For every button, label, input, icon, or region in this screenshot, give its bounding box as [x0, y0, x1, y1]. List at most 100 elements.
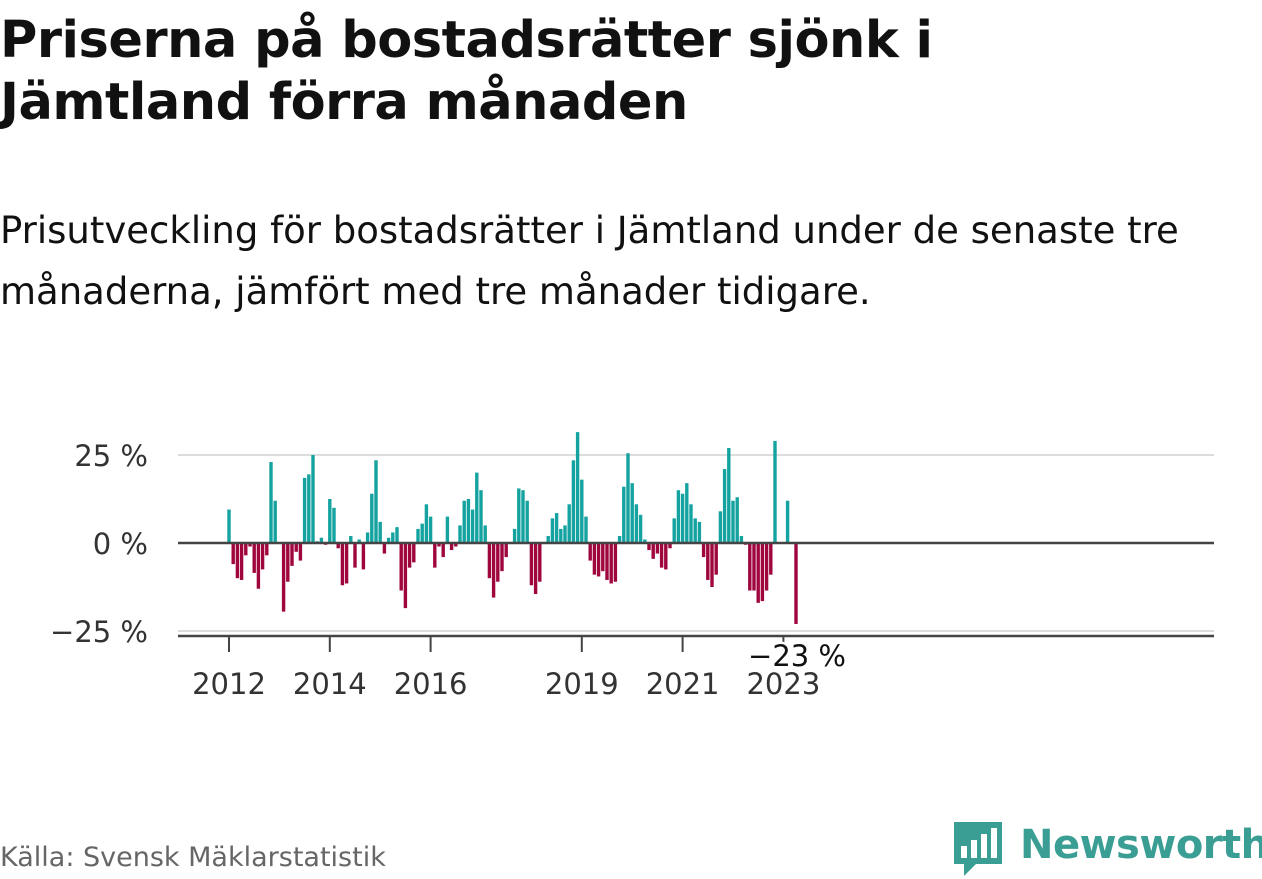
grid-lines — [178, 454, 1214, 632]
bar-positive — [332, 507, 336, 543]
bar-positive — [349, 535, 353, 543]
bar-positive — [718, 511, 723, 543]
bars — [227, 432, 798, 624]
bar-positive — [727, 447, 731, 543]
bar-positive — [622, 486, 626, 543]
bar-positive — [580, 479, 584, 543]
bar-negative — [281, 543, 286, 612]
bar-positive — [559, 528, 563, 543]
bar-positive — [575, 432, 580, 543]
bar-positive — [445, 516, 450, 543]
bar-negative — [382, 543, 387, 554]
bar-negative — [239, 543, 244, 580]
bar-positive — [731, 500, 735, 543]
bar-negative — [596, 543, 601, 577]
bar-positive — [685, 483, 689, 543]
bar-negative — [491, 543, 496, 598]
bar-negative — [764, 543, 769, 591]
bar-positive — [479, 490, 483, 543]
bar-positive — [273, 500, 277, 543]
bar-negative — [769, 543, 773, 575]
bar-positive — [638, 514, 643, 543]
bar-negative — [647, 543, 651, 551]
bar-positive — [626, 453, 630, 543]
bar-negative — [260, 543, 265, 570]
y-tick-labels: 25 % 0 % −25 % — [50, 439, 148, 649]
x-tick-label: 2016 — [394, 667, 468, 701]
bar-positive — [365, 532, 370, 543]
bar-positive — [391, 532, 395, 543]
x-tick-label: 2021 — [646, 667, 720, 701]
bar-positive — [521, 490, 525, 543]
bar-negative — [244, 543, 248, 556]
bar-negative — [441, 543, 445, 558]
bar-negative — [504, 543, 508, 558]
bar-negative — [500, 543, 504, 572]
bar-negative — [449, 543, 454, 551]
bar-negative — [336, 543, 340, 549]
bar-positive — [634, 504, 639, 543]
bar-negative — [710, 543, 714, 587]
bar-negative — [748, 543, 752, 591]
bar-negative — [605, 543, 609, 580]
bar-positive — [672, 518, 676, 543]
bar-positive — [735, 497, 739, 543]
bar-negative — [701, 543, 706, 558]
source-note: Källa: Svensk Mäklarstatistik — [0, 842, 386, 873]
bar-positive — [395, 527, 399, 543]
y-tick-label: 25 % — [74, 439, 148, 473]
bar-positive — [693, 518, 697, 543]
x-tick-label: 2012 — [192, 667, 266, 701]
bar-positive — [424, 504, 429, 543]
chart-title: Priserna på bostadsrätter sjönk i Jämtla… — [0, 11, 933, 132]
bar-negative — [340, 543, 345, 586]
bar-positive — [567, 504, 571, 543]
last-value-label: −23 % — [748, 639, 846, 673]
bar-positive — [554, 513, 559, 543]
bar-positive — [571, 460, 576, 543]
y-tick-label: −25 % — [50, 615, 148, 649]
bar-positive — [311, 455, 315, 543]
bar-positive — [475, 472, 479, 543]
bar-negative — [601, 543, 605, 572]
bar-positive — [370, 493, 374, 543]
bar-positive — [550, 518, 555, 543]
bar-positive — [227, 509, 231, 543]
bar-positive — [462, 500, 466, 543]
bar-positive — [466, 499, 471, 543]
bar-positive — [676, 490, 681, 543]
bar-negative — [433, 543, 437, 568]
bar-negative — [664, 543, 668, 570]
bar-negative — [231, 543, 235, 565]
bar-negative — [659, 543, 664, 568]
bar-positive — [378, 521, 382, 543]
bar-negative — [437, 543, 441, 547]
x-tick-label: 2019 — [545, 667, 619, 701]
bar-positive — [428, 516, 433, 543]
bar-negative — [298, 543, 303, 561]
bar-negative — [290, 543, 294, 566]
bar-negative — [609, 543, 613, 584]
bar-positive — [546, 535, 550, 543]
bar-negative — [454, 543, 458, 547]
bar-positive — [328, 499, 332, 543]
bar-positive — [483, 525, 487, 543]
bar-negative — [403, 543, 408, 609]
bar-positive — [773, 440, 777, 543]
bar-positive — [374, 460, 378, 543]
bar-positive — [722, 469, 727, 543]
y-tick-label: 0 % — [93, 527, 148, 561]
x-tick-label: 2023 — [746, 667, 820, 701]
bar-negative — [248, 543, 252, 547]
brand-name: Newsworthy — [1020, 822, 1262, 868]
bar-positive — [269, 462, 273, 543]
bar-negative — [294, 543, 298, 552]
x-ticks: 2012 2014 2016 2019 2021 2023 — [192, 636, 820, 701]
bar-positive — [584, 516, 588, 543]
bar-negative — [706, 543, 710, 580]
bar-negative — [613, 543, 618, 582]
bar-negative — [529, 543, 534, 586]
bar-positive — [697, 521, 702, 543]
bar-positive — [643, 539, 647, 543]
newsworthy-logo-icon — [954, 822, 1002, 876]
